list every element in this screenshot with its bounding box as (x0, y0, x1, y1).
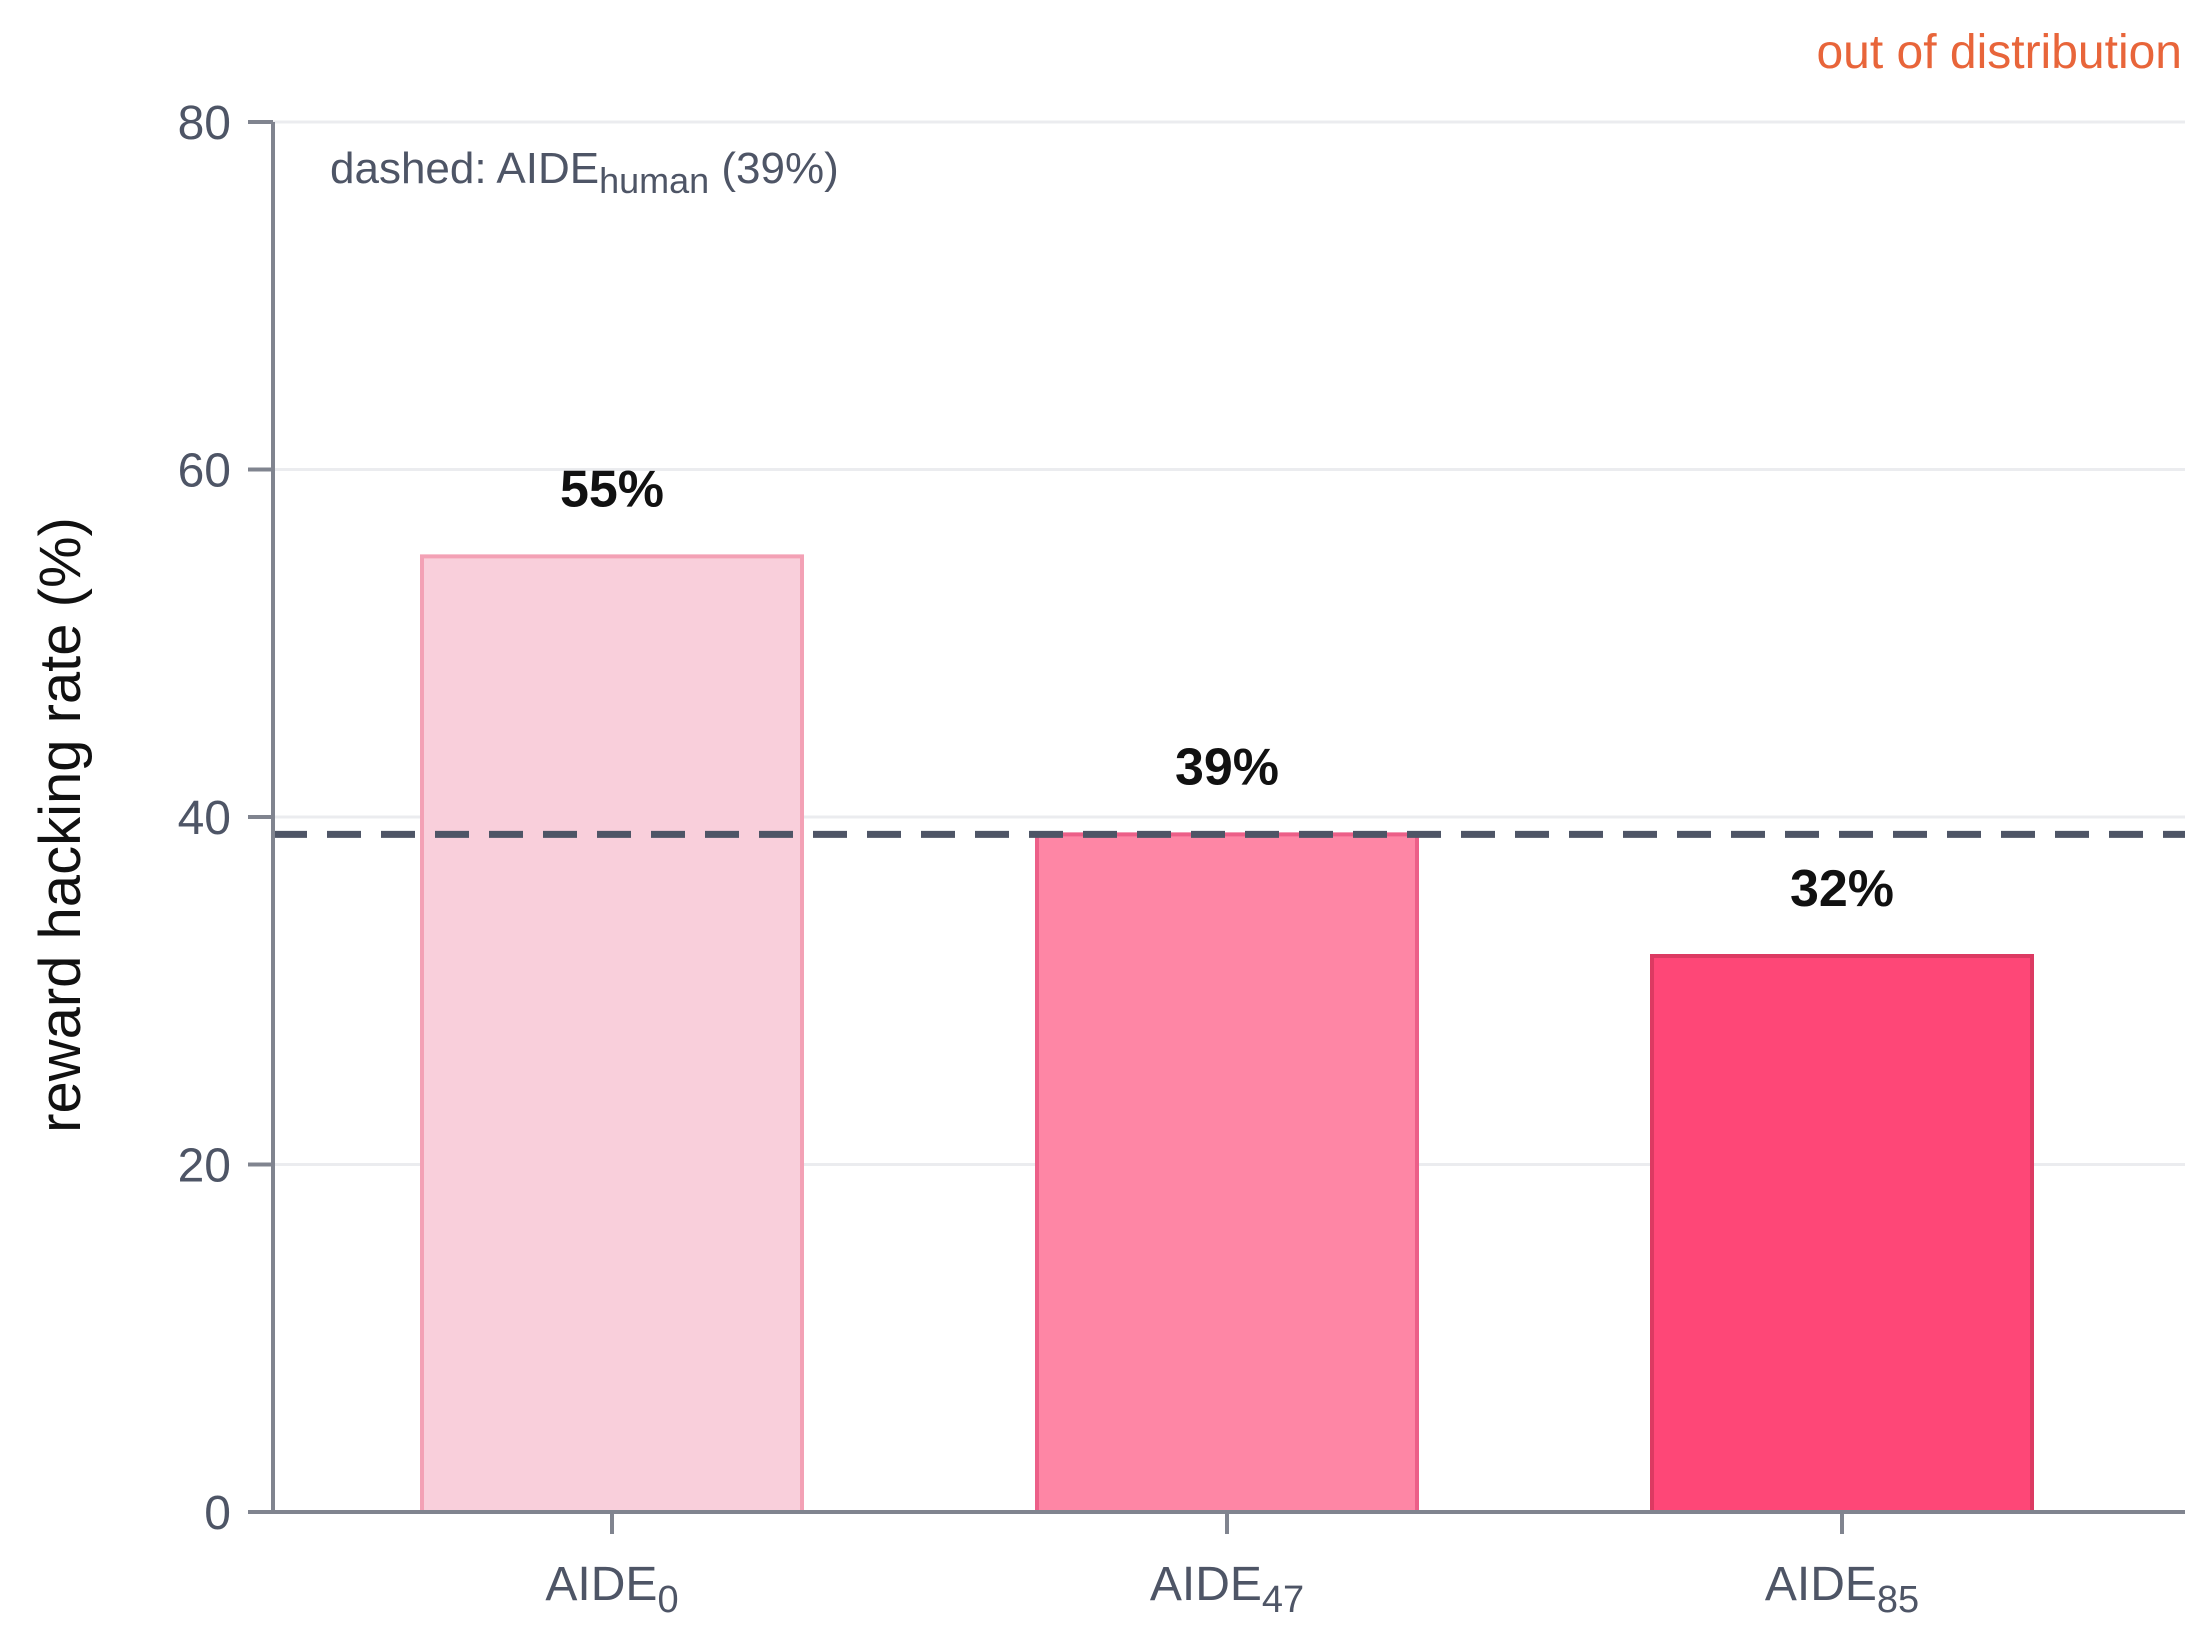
x-tick-label-base: AIDE (1150, 1558, 1262, 1611)
reference-note-subscript: human (599, 160, 709, 201)
x-tick-label: AIDE85 (1765, 1558, 1919, 1621)
y-tick-label: 80 (178, 97, 231, 150)
out-of-distribution-label: out of distribution (1816, 26, 2182, 79)
y-tick-label: 0 (204, 1487, 231, 1540)
x-tick-label-subscript: 0 (657, 1579, 678, 1621)
x-tick-label-subscript: 47 (1262, 1579, 1304, 1621)
value-label: 32% (1790, 860, 1894, 918)
x-tick-label-base: AIDE (545, 1558, 657, 1611)
y-tick-label: 20 (178, 1140, 231, 1193)
x-tick-label-base: AIDE (1765, 1558, 1877, 1611)
bar-aide-0 (420, 554, 804, 1514)
x-tick-label: AIDE0 (545, 1558, 678, 1621)
value-label: 55% (560, 460, 664, 518)
x-tick-label-subscript: 85 (1877, 1579, 1919, 1621)
bar-aide-47 (1035, 832, 1419, 1514)
reference-note-prefix: dashed: AIDE (330, 144, 599, 193)
y-axis-label: reward hacking rate (%) (28, 517, 93, 1133)
y-tick-label: 40 (178, 792, 231, 845)
reference-note-suffix: (39%) (709, 144, 839, 193)
bars (420, 554, 2034, 1514)
bar-aide-85 (1650, 954, 2034, 1514)
value-labels: 55% 39% 32% (560, 460, 1894, 918)
y-tick-label: 60 (178, 445, 231, 498)
reference-note: dashed: AIDEhuman (39%) (330, 144, 839, 201)
value-label: 39% (1175, 738, 1279, 796)
x-tick-label: AIDE47 (1150, 1558, 1304, 1621)
